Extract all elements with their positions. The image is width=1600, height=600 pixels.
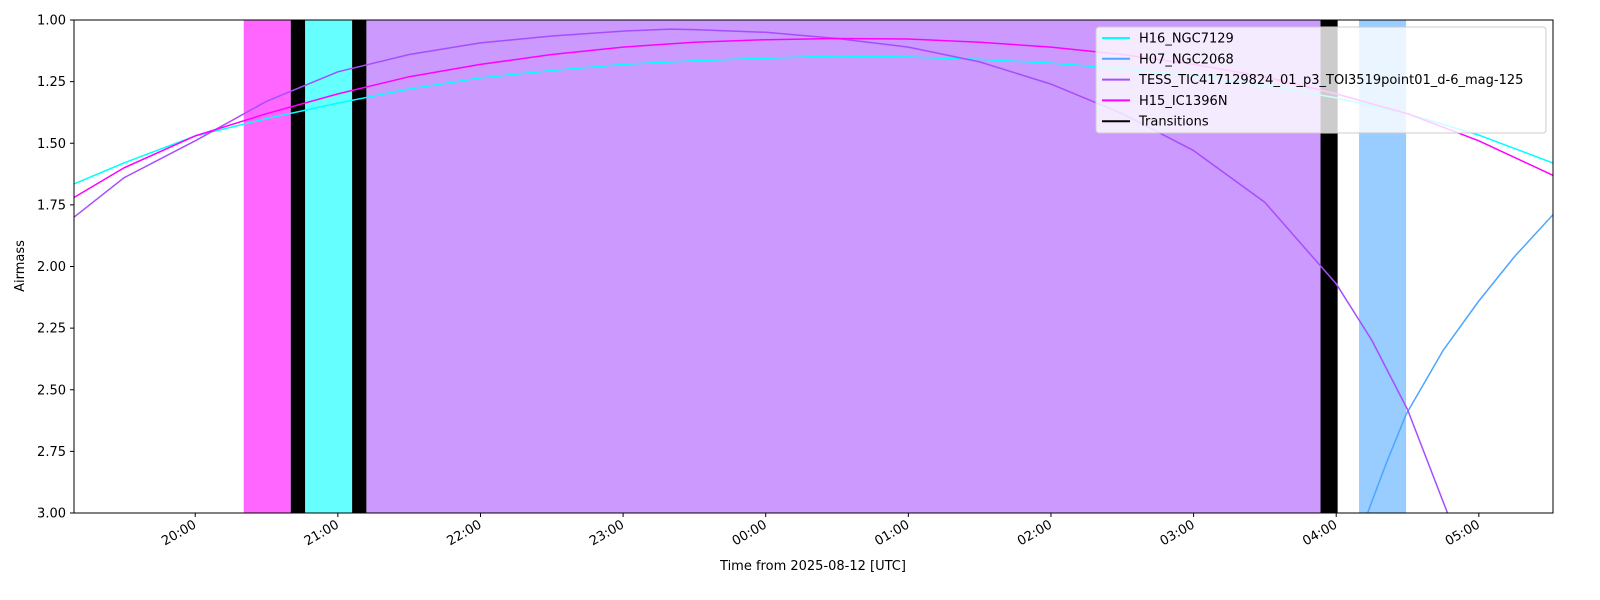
series-line <box>74 28 1449 513</box>
transition-span <box>1320 20 1338 513</box>
legend-label: H07_NGC2068 <box>1139 52 1234 67</box>
y-tick-label: 1.50 <box>37 137 66 152</box>
x-tick-label: 02:00 <box>1015 517 1055 549</box>
x-tick-label: 00:00 <box>730 517 770 549</box>
series-line <box>1366 214 1553 513</box>
y-tick-label: 2.50 <box>37 383 66 398</box>
legend-label: H15_IC1396N <box>1139 94 1228 109</box>
y-tick-label: 2.25 <box>37 322 66 337</box>
legend-box <box>1095 26 1547 134</box>
x-tick-label: 01:00 <box>872 517 912 549</box>
y-axis-label: Airmass <box>13 240 28 292</box>
x-axis-label: Time from 2025-08-12 [UTC] <box>719 559 906 574</box>
legend-label: Transitions <box>1138 115 1209 130</box>
x-tick-label: 20:00 <box>159 517 199 549</box>
y-tick-label: 1.25 <box>37 75 66 90</box>
y-tick-label: 1.75 <box>37 198 66 213</box>
y-tick-label: 3.00 <box>37 507 66 522</box>
x-tick-label: 03:00 <box>1158 517 1198 549</box>
legend: H16_NGC7129 H07_NGC2068 TESS_TIC417129824_… <box>1095 26 1547 134</box>
transition-span <box>352 20 367 513</box>
highlight-span <box>305 20 353 513</box>
legend-label: TESS_TIC417129824_01_p3_TOI3519point01_d… <box>1138 73 1523 88</box>
x-tick-label: 05:00 <box>1443 517 1483 549</box>
x-tick-label: 21:00 <box>302 517 342 549</box>
transition-span <box>290 20 306 513</box>
highlight-span <box>243 20 291 513</box>
legend-label: H16_NGC7129 <box>1139 32 1234 47</box>
y-tick-label: 2.00 <box>37 260 66 275</box>
x-tick-label: 04:00 <box>1300 517 1340 549</box>
x-tick-label: 23:00 <box>587 517 627 549</box>
x-tick-label: 22:00 <box>445 517 485 549</box>
y-tick-label: 1.00 <box>37 14 66 29</box>
y-tick-label: 2.75 <box>37 445 66 460</box>
